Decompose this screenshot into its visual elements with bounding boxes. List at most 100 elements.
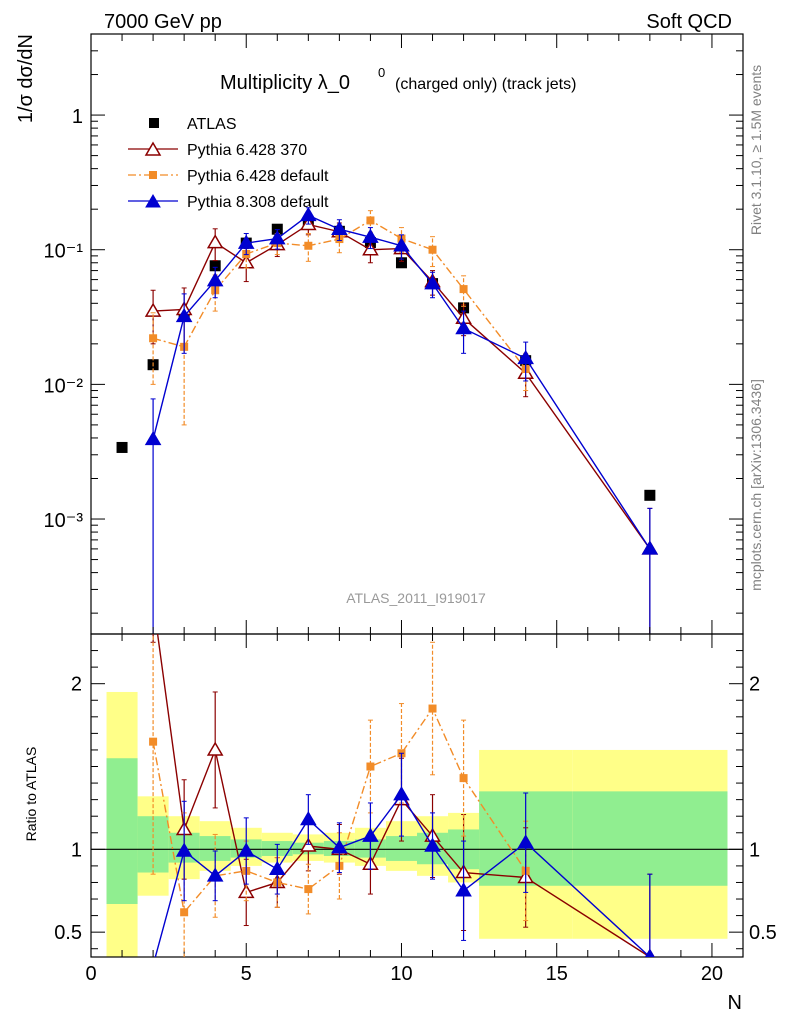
data-point-pythia-8-308-default bbox=[331, 220, 348, 235]
main-y-ticks: 10⁻³ 10⁻² 10⁻¹ 1 bbox=[44, 33, 743, 614]
green-band-segment bbox=[572, 791, 728, 886]
ratio-panel: 0 5 10 15 200.5 0.51 12 2 bbox=[54, 34, 777, 985]
legend-marker-pythia8-default bbox=[145, 194, 161, 208]
main-y-tick-label: 10⁻³ bbox=[44, 510, 84, 532]
ratio-point-pythia-6-428-default bbox=[304, 885, 313, 894]
ratio-point-pythia-8-308-default bbox=[393, 786, 410, 801]
x-ticks: 0 5 10 15 20 bbox=[85, 34, 744, 985]
ratio-point-pythia-8-308-default bbox=[331, 839, 348, 854]
data-point-pythia-6-428-default bbox=[149, 334, 158, 343]
data-point-pythia-6-428-default bbox=[428, 245, 437, 254]
ratio-point-pythia-6-428-370 bbox=[206, 741, 224, 756]
legend-label-pythia8-default: Pythia 8.308 default bbox=[187, 194, 329, 211]
ratio-point-pythia-8-308-default bbox=[644, 948, 655, 957]
legend-item-atlas: ATLAS bbox=[149, 116, 237, 133]
data-point-pythia-8-308-default bbox=[237, 234, 255, 249]
ratio-point-pythia-6-428-370 bbox=[300, 837, 317, 852]
ratio-point-pythia-6-428-default bbox=[459, 774, 468, 783]
x-tick-label: 0 bbox=[85, 963, 96, 985]
ratio-y-tick-label: 0.5 bbox=[54, 922, 82, 944]
data-point-pythia-8-308-default bbox=[300, 206, 317, 222]
ratio-series-pythia-8-308-default bbox=[152, 752, 655, 957]
x-tick-label: 15 bbox=[546, 963, 568, 985]
main-y-tick-label: 10⁻² bbox=[44, 375, 84, 397]
main-y-tick-label: 1 bbox=[72, 106, 83, 128]
x-axis-title: N bbox=[728, 992, 742, 1014]
ratio-frame bbox=[90, 633, 744, 958]
plot-title: Multiplicity λ_0 0 (charged only) (track… bbox=[220, 65, 576, 94]
series-line-pythia-6-428-default bbox=[152, 219, 527, 370]
ratio-y-ticks: 0.5 0.5 1 1 2 2 bbox=[54, 650, 777, 950]
ratio-point-pythia-8-308-default bbox=[206, 867, 224, 882]
data-point-atlas bbox=[209, 260, 221, 272]
data-point-pythia-8-308-default bbox=[268, 230, 286, 245]
ratio-point-pythia-8-308-default bbox=[300, 811, 317, 826]
main-y-tick-label: 10⁻¹ bbox=[44, 241, 84, 263]
uncertainty-bands bbox=[106, 691, 728, 957]
data-point-pythia-8-308-default bbox=[393, 237, 410, 252]
plot-title-main: Multiplicity λ_0 bbox=[220, 72, 350, 94]
series-line-pythia-6-428-370 bbox=[153, 223, 651, 550]
data-point-atlas bbox=[116, 441, 128, 453]
data-point-pythia-8-308-default bbox=[455, 320, 472, 335]
ratio-point-pythia-6-428-default bbox=[149, 737, 158, 746]
data-point-pythia-8-308-default bbox=[424, 275, 441, 290]
ratio-point-pythia-8-308-default bbox=[517, 834, 534, 849]
data-point-atlas bbox=[644, 489, 656, 501]
data-point-pythia-8-308-default bbox=[362, 228, 379, 243]
data-point-pythia-8-308-default bbox=[206, 272, 224, 287]
x-tick-label: 10 bbox=[390, 963, 412, 985]
legend-marker-pythia6-370 bbox=[144, 141, 162, 156]
series-atlas bbox=[116, 218, 656, 501]
legend-label-pythia6-370: Pythia 6.428 370 bbox=[187, 142, 307, 159]
ratio-point-pythia-6-428-default bbox=[180, 908, 189, 917]
ratio-point-pythia-8-308-default bbox=[237, 842, 255, 857]
energy-label: 7000 GeV pp bbox=[104, 11, 222, 33]
main-y-axis-title: 1/σ dσ/dN bbox=[15, 34, 37, 123]
ratio-point-pythia-8-308-default bbox=[268, 860, 286, 875]
data-point-pythia-8-308-default bbox=[175, 307, 193, 323]
plot-title-suffix: (charged only) (track jets) bbox=[395, 76, 576, 93]
data-point-pythia-6-428-default bbox=[459, 285, 468, 294]
ratio-y-tick-label: 2 bbox=[71, 674, 82, 696]
legend-label-atlas: ATLAS bbox=[187, 116, 237, 133]
data-point-atlas bbox=[395, 257, 407, 269]
analysis-label: ATLAS_2011_I919017 bbox=[346, 590, 486, 606]
rivet-label: Rivet 3.1.10, ≥ 1.5M events bbox=[748, 65, 764, 235]
ratio-line-pythia-6-428-default bbox=[152, 707, 527, 914]
data-point-pythia-6-428-370 bbox=[144, 302, 162, 317]
ratio-point-pythia-8-308-default bbox=[152, 956, 154, 957]
data-point-pythia-8-308-default bbox=[641, 540, 659, 555]
ratio-point-pythia-8-308-default bbox=[175, 842, 193, 857]
ratio-point-pythia-6-428-default bbox=[428, 704, 437, 713]
ratio-y-tick-label-right: 0.5 bbox=[749, 922, 777, 944]
legend-marker-atlas bbox=[149, 118, 159, 128]
legend-item-pythia8-default: Pythia 8.308 default bbox=[128, 194, 329, 211]
ratio-point-pythia-8-308-default bbox=[362, 827, 379, 842]
legend: ATLAS Pythia 6.428 370 Pythia 6.428 defa… bbox=[128, 116, 329, 211]
data-point-pythia-8-308-default bbox=[144, 430, 162, 446]
data-point-pythia-8-308-default bbox=[517, 349, 534, 365]
site-label: mcplots.cern.ch [arXiv:1306.3436] bbox=[748, 379, 764, 591]
legend-item-pythia6-default: Pythia 6.428 default bbox=[128, 168, 329, 185]
legend-item-pythia6-370: Pythia 6.428 370 bbox=[128, 141, 307, 159]
legend-label-pythia6-default: Pythia 6.428 default bbox=[187, 168, 329, 185]
ratio-y-tick-label: 1 bbox=[71, 839, 82, 861]
plot-title-sup: 0 bbox=[378, 65, 385, 80]
ratio-point-pythia-6-428-default bbox=[366, 762, 375, 771]
ratio-data bbox=[149, 634, 655, 957]
x-tick-label: 5 bbox=[241, 963, 252, 985]
green-band-segment bbox=[106, 758, 138, 904]
series-pythia-8-308-default bbox=[144, 206, 659, 634]
legend-marker-pythia6-default bbox=[149, 171, 157, 179]
process-label: Soft QCD bbox=[646, 11, 732, 33]
main-panel: 10⁻³ 10⁻² 10⁻¹ 1 bbox=[44, 33, 744, 635]
ratio-y-axis-title: Ratio to ATLAS bbox=[23, 747, 39, 842]
x-tick-label: 20 bbox=[701, 963, 723, 985]
data-point-pythia-6-428-default bbox=[304, 241, 313, 250]
ratio-y-tick-label-right: 1 bbox=[749, 839, 760, 861]
data-point-pythia-6-428-default bbox=[366, 216, 375, 225]
main-data bbox=[116, 206, 659, 634]
series-pythia-6-428-default bbox=[149, 210, 530, 426]
